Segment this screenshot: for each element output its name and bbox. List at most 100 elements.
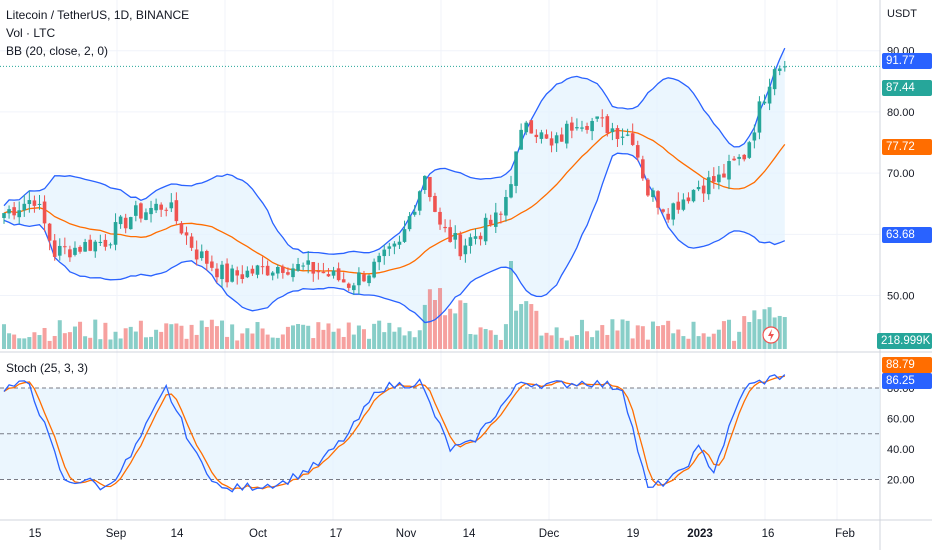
volume-bar — [128, 326, 133, 349]
candle-body — [12, 207, 16, 216]
stochastic-pane — [0, 374, 880, 493]
volume-bar — [301, 324, 306, 349]
x-tick-label: Nov — [395, 528, 417, 540]
price-tick-label: 70.00 — [887, 168, 915, 180]
candle-body — [423, 175, 427, 191]
volume-bar — [681, 336, 686, 349]
candle-body — [595, 116, 599, 119]
volume-bar — [732, 340, 737, 349]
volume-bar — [539, 335, 544, 349]
candle-body — [620, 136, 625, 138]
volume-bar — [7, 333, 12, 349]
candle-body — [590, 120, 594, 132]
volume-badge: 218.999K — [877, 333, 932, 349]
basis-badge: 77.72 — [882, 139, 932, 155]
volume-bar — [108, 339, 113, 349]
volume-bar — [650, 321, 655, 349]
candle-body — [656, 191, 660, 208]
candle-body — [265, 265, 270, 276]
x-tick-label: Sep — [105, 528, 127, 540]
volume-bar — [747, 322, 752, 349]
candle-body — [463, 245, 468, 255]
candle-body — [443, 226, 447, 229]
volume-bar — [189, 324, 194, 349]
volume-bar — [696, 336, 701, 349]
candlesticks — [2, 60, 787, 295]
candle-body — [681, 199, 686, 210]
volume-bar — [27, 337, 32, 349]
candle-body — [610, 128, 615, 133]
volume-bar — [83, 336, 88, 349]
volume-bar — [661, 325, 666, 349]
bollinger-legend[interactable]: BB (20, close, 2, 0) — [6, 44, 109, 58]
candle-body — [453, 233, 458, 240]
candle-body — [164, 209, 169, 211]
candle-body — [615, 128, 620, 140]
candle-body — [712, 176, 716, 182]
candle-body — [772, 69, 777, 90]
bollinger-basis-line — [3, 129, 786, 275]
volume-bar — [438, 288, 443, 349]
candle-body — [646, 179, 650, 196]
upper-band-badge: 91.77 — [882, 53, 932, 69]
volume-bar — [194, 334, 199, 349]
volume-alert-icon — [762, 326, 780, 344]
candle-body — [514, 151, 518, 186]
bollinger-area — [4, 48, 785, 323]
candle-body — [493, 212, 498, 227]
candle-body — [575, 127, 579, 129]
volume-bar — [235, 340, 240, 349]
volume-bar — [448, 308, 453, 349]
volume-bar — [397, 327, 402, 349]
volume-bar — [250, 333, 255, 349]
volume-bar — [103, 322, 108, 349]
candle-body — [529, 120, 534, 134]
symbol-title[interactable]: Litecoin / TetherUS, 1D, BINANCE — [6, 8, 190, 22]
candle-body — [235, 270, 240, 276]
volume-bar — [706, 336, 711, 349]
candle-body — [686, 197, 691, 202]
volume-bar — [645, 339, 650, 349]
volume-legend[interactable]: Vol · LTC — [6, 26, 56, 40]
candle-body — [215, 268, 219, 278]
x-tick-label: 2023 — [687, 528, 713, 540]
candle-body — [483, 217, 488, 242]
candle-body — [767, 86, 772, 104]
volume-bar — [600, 325, 605, 349]
volume-bar — [382, 332, 387, 349]
volume-bar — [503, 324, 508, 349]
candle-body — [174, 200, 179, 222]
candle-body — [78, 246, 82, 252]
volume-bar — [534, 310, 539, 349]
volume-bar — [463, 302, 468, 349]
candle-body — [539, 132, 544, 139]
candle-body — [22, 203, 27, 211]
volume-bar — [625, 320, 630, 349]
candle-body — [2, 213, 6, 218]
lower-band-badge: 63.68 — [882, 227, 932, 243]
volume-bar — [62, 333, 67, 349]
volume-bar — [519, 304, 524, 349]
stoch-d-badge: 86.25 — [882, 373, 932, 389]
candle-body — [220, 264, 224, 280]
volume-bar — [220, 320, 225, 349]
candle-body — [630, 133, 635, 145]
volume-bar — [88, 337, 93, 349]
candle-body — [331, 270, 336, 276]
candle-body — [564, 123, 569, 144]
candle-body — [625, 134, 630, 136]
volume-bar — [225, 336, 230, 349]
candle-body — [225, 263, 229, 283]
stoch-legend[interactable]: Stoch (25, 3, 3) — [6, 361, 89, 375]
volume-bar — [752, 310, 757, 349]
stoch-k-line — [3, 374, 786, 493]
volume-bar — [432, 299, 437, 349]
volume-bar — [691, 321, 696, 349]
stoch-band-fill — [0, 388, 880, 480]
volume-bar — [640, 326, 645, 349]
volume-bar — [427, 289, 432, 349]
price-tick-label: 50.00 — [887, 291, 915, 303]
volume-bar — [179, 325, 184, 349]
volume-bar — [656, 326, 661, 349]
